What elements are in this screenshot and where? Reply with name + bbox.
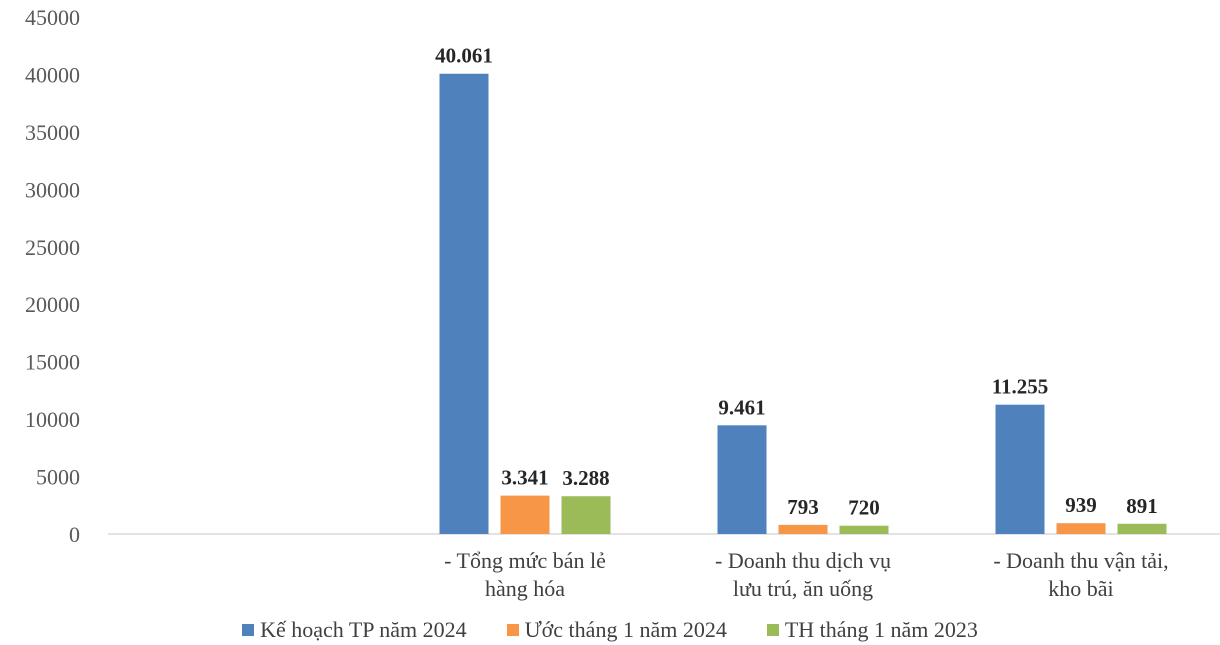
y-tick-label: 35000 xyxy=(25,120,80,145)
category-label: hàng hóa xyxy=(485,576,565,601)
data-label: 891 xyxy=(1126,494,1158,518)
data-label: 11.255 xyxy=(992,375,1049,399)
data-label: 3.288 xyxy=(562,466,609,490)
data-label: 40.061 xyxy=(435,44,493,68)
legend-item: Ước tháng 1 năm 2024 xyxy=(506,617,727,643)
data-label: 793 xyxy=(787,495,819,519)
legend-label: TH tháng 1 năm 2023 xyxy=(784,617,978,642)
bar xyxy=(839,525,889,534)
legend-label: Kế hoạch TP năm 2024 xyxy=(260,617,467,642)
data-label: 939 xyxy=(1065,493,1097,517)
data-label: 3.341 xyxy=(501,466,548,490)
legend-swatch xyxy=(242,624,255,636)
y-tick-label: 30000 xyxy=(25,177,80,202)
data-label: 720 xyxy=(848,496,880,520)
bar xyxy=(1056,523,1106,534)
y-tick-label: 10000 xyxy=(25,407,80,432)
bar xyxy=(995,404,1045,534)
y-tick-label: 15000 xyxy=(25,350,80,375)
y-tick-label: 5000 xyxy=(36,465,80,490)
bar xyxy=(439,73,489,534)
category-label: - Tổng mức bán lẻ xyxy=(444,548,606,573)
y-tick-label: 20000 xyxy=(25,292,80,317)
y-tick-label: 45000 xyxy=(25,5,80,30)
category-label: lưu trú, ăn uống xyxy=(733,576,873,601)
legend-label: Ước tháng 1 năm 2024 xyxy=(524,617,727,642)
bar xyxy=(778,524,828,534)
category-label: - Doanh thu vận tải, xyxy=(993,548,1168,573)
data-label: 9.461 xyxy=(718,395,765,419)
bar xyxy=(561,496,611,534)
bars xyxy=(439,73,1167,534)
y-axis: 0 5000 10000 15000 20000 25000 30000 35000 40000… xyxy=(25,5,80,547)
legend-swatch xyxy=(506,624,519,636)
y-tick-label: 40000 xyxy=(25,62,80,87)
bar xyxy=(500,495,550,534)
legend: Kế hoạch TP năm 2024 Ước tháng 1 năm 2024… xyxy=(0,616,1220,644)
legend-item: TH tháng 1 năm 2023 xyxy=(766,617,978,643)
category-label: - Doanh thu dịch vụ xyxy=(715,548,891,573)
y-tick-label: 25000 xyxy=(25,235,80,260)
category-labels: - Tổng mức bán lẻ hàng hóa - Doanh thu dịc… xyxy=(444,548,1169,601)
legend-swatch xyxy=(766,624,779,636)
bar xyxy=(717,425,767,534)
category-label: kho bãi xyxy=(1048,576,1113,601)
y-tick-label: 0 xyxy=(69,522,80,547)
data-labels: 40.061 3.341 3.288 9.461 793 720 11.255 939 891 xyxy=(435,44,1158,520)
bar-chart: 0 5000 10000 15000 20000 25000 30000 35000 40000… xyxy=(25,5,1220,601)
bar xyxy=(1117,523,1167,534)
legend-item: Kế hoạch TP năm 2024 xyxy=(242,617,467,643)
